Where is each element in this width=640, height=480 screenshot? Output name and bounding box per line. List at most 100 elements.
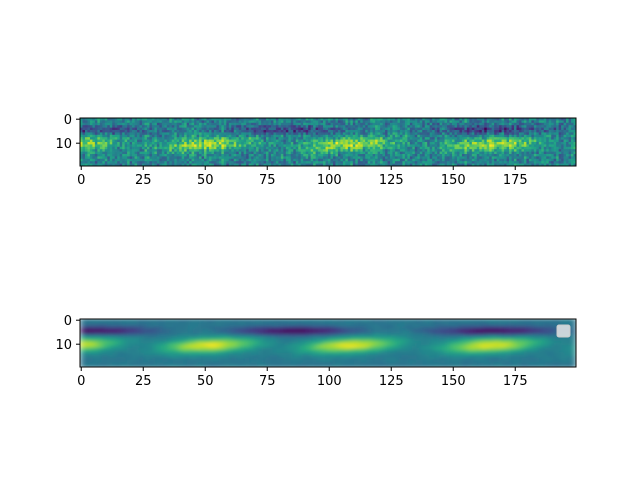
heatmap-top-cell <box>122 137 125 140</box>
heatmap-top-cell <box>293 154 297 157</box>
heatmap-top-cell <box>194 142 197 145</box>
heatmap-top-cell <box>171 163 175 166</box>
heatmap-top-cell <box>447 127 450 131</box>
heatmap-top-cell <box>263 142 267 145</box>
heatmap-top-cell <box>337 149 341 152</box>
heatmap-bottom-cell <box>315 321 319 325</box>
heatmap-top-cell <box>372 120 376 124</box>
heatmap-top-cell <box>236 118 240 121</box>
heatmap-bottom-cell <box>501 321 505 325</box>
heatmap-top-cell <box>80 154 83 157</box>
heatmap-top-cell <box>318 142 321 145</box>
heatmap-top-cell <box>399 139 403 143</box>
heatmap-top-cell <box>509 146 512 150</box>
heatmap-top-cell <box>199 154 202 157</box>
heatmap-top-cell <box>456 163 460 166</box>
heatmap-top-cell <box>288 118 292 121</box>
heatmap-top-cell <box>139 161 143 164</box>
heatmap-bottom-cell <box>385 323 388 327</box>
heatmap-top-cell <box>511 134 515 138</box>
heatmap-bottom-cell <box>315 326 319 329</box>
heatmap-top-cell <box>387 132 391 136</box>
heatmap-top-cell <box>372 125 376 128</box>
heatmap-bottom-cell <box>382 328 386 332</box>
heatmap-top-cell <box>127 156 130 160</box>
heatmap-top-cell <box>340 139 344 143</box>
heatmap-top-cell <box>337 151 341 155</box>
heatmap-top-cell <box>146 161 150 164</box>
heatmap-top-cell <box>402 118 406 121</box>
heatmap-top-cell <box>196 120 200 124</box>
heatmap-top-cell <box>303 137 307 140</box>
heatmap-top-cell <box>367 122 371 126</box>
heatmap-top-cell <box>246 151 249 155</box>
heatmap-bottom-cell <box>268 326 272 329</box>
heatmap-top-cell <box>303 144 307 148</box>
heatmap-top-cell <box>275 158 279 162</box>
heatmap-bottom-cell <box>375 321 378 325</box>
heatmap-top-cell <box>328 118 331 121</box>
heatmap-top-cell <box>402 161 406 164</box>
heatmap-top-cell <box>295 154 299 157</box>
heatmap-bottom-cell <box>531 323 535 327</box>
heatmap-top-cell <box>151 154 155 157</box>
heatmap-top-cell <box>199 163 202 166</box>
heatmap-bottom-cell <box>273 321 277 325</box>
heatmap-bottom-cell <box>345 321 349 325</box>
heatmap-top-cell <box>543 125 547 128</box>
heatmap-top-cell <box>521 149 525 152</box>
heatmap-bottom-cell <box>325 326 329 329</box>
heatmap-top-cell <box>471 120 475 124</box>
heatmap-top-cell <box>179 127 183 131</box>
heatmap-top-cell <box>320 151 324 155</box>
heatmap-top-cell <box>456 139 460 143</box>
heatmap-bottom-cell <box>382 323 386 327</box>
heatmap-top-cell <box>258 130 262 133</box>
heatmap-top-cell <box>104 163 108 166</box>
heatmap-top-cell <box>481 142 485 145</box>
heatmap-top-cell <box>102 151 106 155</box>
heatmap-top-cell <box>149 163 153 166</box>
heatmap-top-cell <box>514 122 517 126</box>
heatmap-top-cell <box>548 134 552 138</box>
heatmap-top-cell <box>213 161 217 164</box>
heatmap-top-cell <box>241 154 245 157</box>
heatmap-top-cell <box>129 134 133 138</box>
heatmap-top-cell <box>447 158 450 162</box>
heatmap-bottom-cell <box>176 328 180 332</box>
heatmap-top-cell <box>566 130 569 133</box>
heatmap-top-cell <box>337 134 341 138</box>
heatmap-top-cell <box>402 142 406 145</box>
heatmap-top-cell <box>122 161 125 164</box>
heatmap-bottom-cell <box>208 319 212 322</box>
heatmap-top-cell <box>432 122 435 126</box>
heatmap-top-cell <box>191 127 195 131</box>
heatmap-bottom-cell <box>283 323 287 327</box>
heatmap-top-cell <box>236 134 240 138</box>
heatmap-top-cell <box>223 158 227 162</box>
heatmap-top-cell <box>288 149 292 152</box>
heatmap-bottom-cell <box>246 326 249 329</box>
heatmap-top-cell <box>372 134 376 138</box>
heatmap-top-cell <box>308 151 311 155</box>
heatmap-top-cell <box>427 154 431 157</box>
heatmap-bottom-cell <box>223 326 227 329</box>
heatmap-top-cell <box>526 146 530 150</box>
heatmap-top-cell <box>486 139 490 143</box>
heatmap-top-cell <box>372 163 376 166</box>
heatmap-bottom-cell <box>523 319 527 322</box>
heatmap-top-cell <box>454 156 458 160</box>
heatmap-top-cell <box>491 118 495 121</box>
heatmap-top-cell <box>179 125 183 128</box>
heatmap-top-cell <box>107 134 111 138</box>
heatmap-top-cell <box>248 127 252 131</box>
heatmap-bottom-cell <box>521 319 525 322</box>
heatmap-top-cell <box>553 154 557 157</box>
heatmap-top-cell <box>323 163 326 166</box>
heatmap-top-cell <box>469 120 473 124</box>
heatmap-top-cell <box>137 149 140 152</box>
heatmap-bottom-cell <box>89 323 93 327</box>
heatmap-top-cell <box>568 122 572 126</box>
heatmap-bottom-cell <box>553 323 557 327</box>
heatmap-top-cell <box>114 161 118 164</box>
